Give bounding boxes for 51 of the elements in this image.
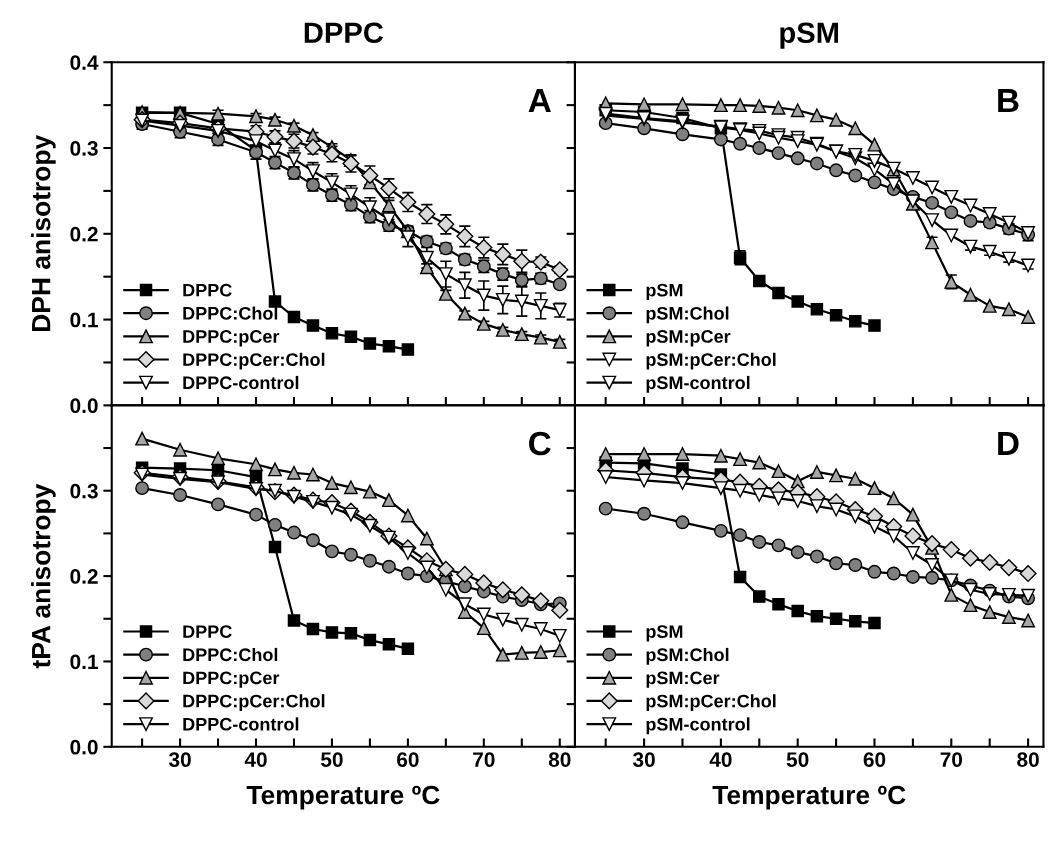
legend-label: pSM:Cer: [646, 671, 720, 688]
chart-title: pSM: [780, 22, 839, 49]
x-tick-label: 50: [321, 752, 343, 767]
y-tick-label: 0.2: [70, 226, 98, 242]
y-tick-label: 0.0: [70, 398, 98, 414]
x-tick-label: 30: [168, 752, 191, 767]
chart-title: DPPC: [304, 22, 384, 44]
legend-label: pSM:Chol: [646, 647, 729, 665]
legend-label: DPPC:Chol: [183, 306, 278, 320]
annotation: D: [998, 432, 1019, 455]
y-axis-title: tPA anisotropy: [31, 483, 56, 669]
legend-label: pSM: [646, 625, 683, 642]
legend-label: DPPC:pCer:Chol: [183, 352, 325, 370]
legend-label: pSM: [646, 283, 683, 301]
legend-label: pSM:Chol: [646, 306, 729, 324]
x-tick-label: 80: [1017, 752, 1039, 767]
legend-label: DPPC-control: [183, 717, 299, 731]
x-tick-label: 70: [940, 752, 963, 767]
legend-label: pSM-control: [646, 717, 750, 735]
legend-label: pSM-control: [646, 375, 750, 393]
legend-label: DPPC:pCer: [183, 330, 280, 347]
x-tick-label: 80: [548, 752, 571, 767]
annotation: C: [529, 431, 551, 456]
y-tick-label: 0.1: [70, 312, 98, 328]
x-tick-label: 40: [709, 752, 732, 767]
legend-label: DPPC-control: [183, 375, 299, 390]
x-tick-label: 60: [397, 752, 419, 767]
x-tick-label: 50: [786, 752, 809, 767]
legend-label: pSM:pCer: [646, 330, 731, 347]
legend-label: DPPC: [183, 625, 232, 638]
y-tick-label: 0.3: [70, 141, 98, 156]
legend-label: DPPC: [183, 283, 232, 297]
y-tick-label: 0.2: [70, 569, 98, 584]
x-tick-label: 70: [473, 752, 495, 767]
legend-label: pSM:pCer:Chol: [646, 694, 776, 712]
x-tick-label: 60: [863, 752, 886, 767]
x-axis-title: Temperature ºC: [712, 785, 906, 810]
legend-label: DPPC:pCer: [183, 671, 280, 688]
y-tick-label: 0.4: [70, 55, 99, 70]
y-tick-label: 0.0: [70, 739, 98, 755]
annotation: A: [528, 89, 551, 113]
y-tick-label: 0.3: [70, 483, 98, 499]
legend-label: pSM:pCer:Chol: [646, 352, 776, 370]
annotation: B: [998, 89, 1019, 113]
x-axis-title: Temperature ºC: [246, 785, 440, 810]
x-tick-label: 30: [632, 752, 655, 767]
y-tick-label: 0.1: [70, 654, 98, 670]
x-tick-label: 40: [244, 752, 267, 767]
y-axis-title: DPH anisotropy: [31, 134, 56, 331]
legend-label: DPPC:pCer:Chol: [183, 694, 325, 712]
legend-label: DPPC:Chol: [183, 647, 278, 662]
